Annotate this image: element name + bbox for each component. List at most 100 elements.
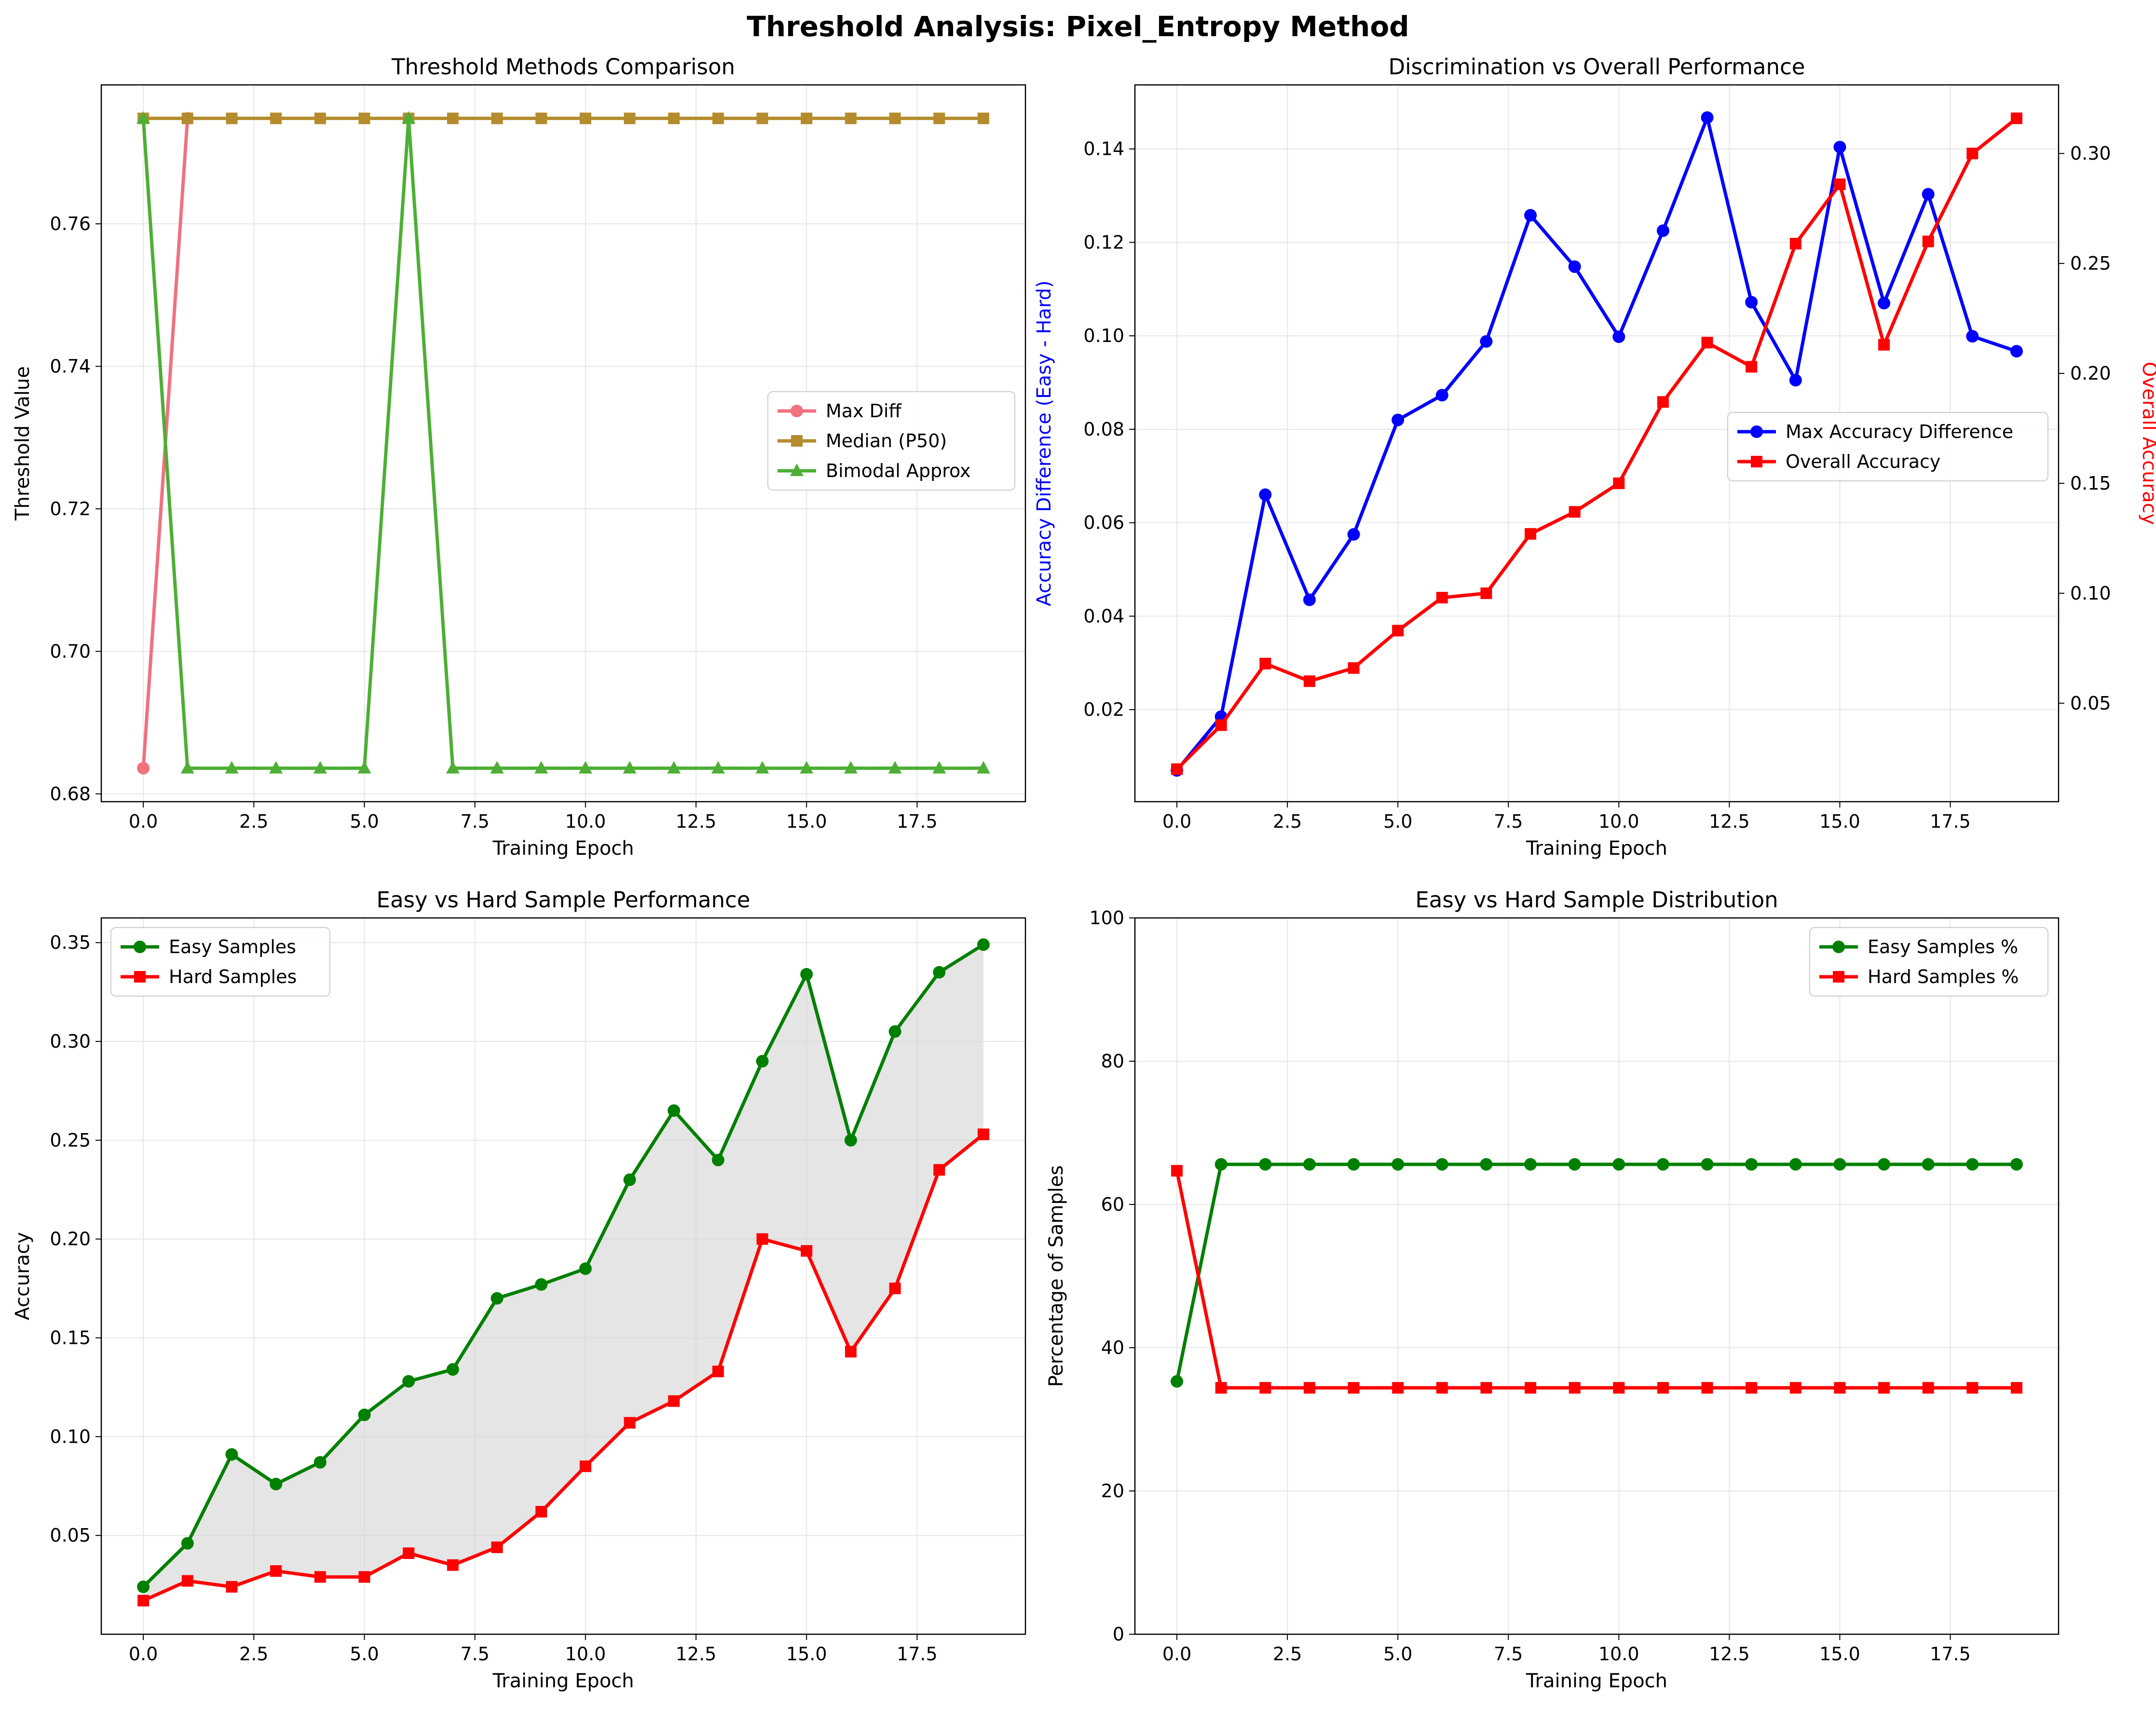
data-point xyxy=(1657,396,1669,408)
x-axis-label: Training Epoch xyxy=(1526,1670,1667,1692)
legend-label: Max Diff xyxy=(826,400,901,422)
legend-label: Hard Samples xyxy=(169,966,297,987)
x-tick-label: 17.5 xyxy=(897,1643,938,1665)
data-point xyxy=(137,1595,150,1607)
data-point xyxy=(1833,140,1846,153)
data-point xyxy=(490,761,504,774)
data-point xyxy=(755,761,769,774)
data-point xyxy=(269,761,283,774)
data-point xyxy=(358,1571,370,1583)
data-point xyxy=(1701,1382,1713,1394)
x-tick-label: 5.0 xyxy=(1383,1643,1412,1665)
data-point xyxy=(888,1025,901,1038)
data-point xyxy=(712,112,724,124)
data-point xyxy=(1612,1158,1625,1171)
subplot-2: Discrimination vs Overall Performance 0.0… xyxy=(1033,54,2156,860)
data-point xyxy=(624,1417,636,1429)
y-tick-label: 20 xyxy=(1101,1480,1124,1502)
data-point xyxy=(1966,330,1979,343)
data-point xyxy=(1568,1158,1581,1171)
data-point xyxy=(447,1559,459,1571)
data-point xyxy=(181,1537,194,1550)
legend: Easy Samples Hard Samples xyxy=(110,927,330,997)
y-tick-label: 0.05 xyxy=(50,1525,91,1546)
data-point xyxy=(889,1283,901,1295)
subplot-1: Threshold Methods Comparison 0.0 2.5 5.0 7.5… xyxy=(12,54,1026,860)
y-tick-label: 0.20 xyxy=(50,1229,91,1250)
data-point xyxy=(1745,296,1758,309)
data-point xyxy=(2010,112,2022,124)
legend-label: Max Accuracy Difference xyxy=(1786,421,2013,442)
x-tick-label: 0.0 xyxy=(1162,811,1191,832)
legend-marker xyxy=(790,464,804,476)
series-line xyxy=(1175,117,2018,771)
x-tick-label: 15.0 xyxy=(1819,811,1860,832)
data-point xyxy=(1171,1375,1184,1388)
subplot-4: Easy vs Hard Sample Distribution 0.0 2.5 5.… xyxy=(1045,887,2060,1692)
series-line xyxy=(1175,1162,2017,1382)
data-point xyxy=(933,112,945,124)
y-right-axis-label: Overall Accuracy xyxy=(2138,362,2156,525)
data-point xyxy=(1833,1158,1846,1171)
x-tick-label: 0.0 xyxy=(129,1643,158,1665)
data-point xyxy=(977,112,989,124)
data-point xyxy=(1215,719,1227,731)
data-point xyxy=(1789,238,1801,250)
legend-label: Easy Samples xyxy=(169,936,296,957)
data-point xyxy=(1480,587,1492,599)
legend: Max Accuracy Difference Overall Accuracy xyxy=(1727,412,2048,481)
data-point xyxy=(1171,1165,1183,1177)
data-point xyxy=(2010,1382,2022,1394)
data-point xyxy=(624,112,636,124)
data-point xyxy=(1701,1158,1714,1171)
subplot-title: Easy vs Hard Sample Performance xyxy=(377,887,751,913)
y-axis-label: Threshold Value xyxy=(12,366,34,521)
data-point xyxy=(1480,1382,1492,1394)
x-tick-label: 5.0 xyxy=(350,1643,379,1665)
data-point xyxy=(1348,1382,1360,1394)
data-point xyxy=(579,112,591,124)
x-tick-label: 17.5 xyxy=(1930,811,1971,832)
x-tick-label: 7.5 xyxy=(460,1643,489,1665)
legend: Easy Samples % Hard Samples % xyxy=(1809,927,2048,997)
data-point xyxy=(1347,1158,1360,1171)
legend-marker xyxy=(791,435,803,447)
data-point xyxy=(403,1547,415,1559)
legend-marker xyxy=(791,405,803,417)
data-point xyxy=(1789,1158,1802,1171)
data-point xyxy=(1171,763,1183,775)
data-point xyxy=(2010,345,2023,358)
data-point xyxy=(1524,209,1537,222)
data-point xyxy=(800,968,813,981)
x-tick-label: 15.0 xyxy=(1819,1643,1860,1665)
series-2 xyxy=(1171,1165,2022,1394)
y-right-tick-label: 0.20 xyxy=(2070,363,2111,384)
data-point xyxy=(2010,1158,2023,1171)
data-point xyxy=(1436,591,1448,603)
data-point xyxy=(314,1456,327,1469)
data-point xyxy=(932,761,946,774)
x-axis-label: Training Epoch xyxy=(492,837,634,860)
data-point xyxy=(1303,675,1315,687)
data-point xyxy=(1612,330,1625,343)
data-point xyxy=(357,761,371,774)
data-point xyxy=(623,761,637,774)
legend-label: Median (P50) xyxy=(826,430,947,451)
x-tick-label: 7.5 xyxy=(460,811,489,832)
data-point xyxy=(1303,593,1316,606)
legend-label: Bimodal Approx xyxy=(826,460,971,481)
series-3 xyxy=(136,111,990,774)
data-point xyxy=(1348,662,1360,674)
x-tick-label: 10.0 xyxy=(1598,811,1639,832)
data-point xyxy=(1525,1382,1537,1394)
plot-frame xyxy=(100,84,1026,803)
figure-title: Threshold Analysis: Pixel_Entropy Method xyxy=(747,10,1409,43)
data-point xyxy=(977,938,990,951)
x-tick-label: 10.0 xyxy=(565,811,606,832)
x-tick-label: 2.5 xyxy=(239,1643,268,1665)
data-point xyxy=(1435,389,1448,402)
x-tick-label: 5.0 xyxy=(1383,811,1412,832)
x-tick-label: 2.5 xyxy=(1273,1643,1302,1665)
data-point xyxy=(1966,1158,1979,1171)
subplot-title: Threshold Methods Comparison xyxy=(391,54,735,80)
